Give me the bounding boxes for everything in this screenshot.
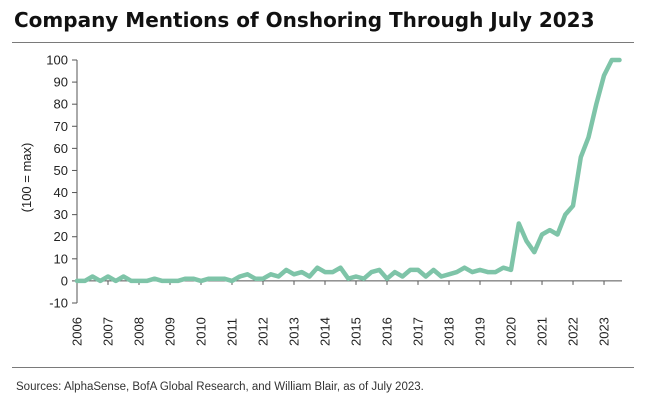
x-tick-label: 2011 — [225, 318, 240, 346]
source-note: Sources: AlphaSense, BofA Global Researc… — [16, 381, 424, 393]
y-tick-label: 10 — [54, 251, 68, 266]
y-axis-ticks: -10 0 10 20 30 40 50 60 70 80 90 100 — [46, 53, 77, 311]
x-tick-label: 2021 — [535, 317, 550, 346]
x-tick-label: 2020 — [504, 317, 519, 346]
y-tick-label: 90 — [54, 75, 68, 90]
x-tick-label: 2015 — [349, 317, 364, 346]
series-line-0 — [74, 57, 622, 284]
y-axis-label: (100 = max) — [19, 143, 34, 213]
x-tick-label: 2009 — [163, 317, 178, 346]
y-tick-label: -10 — [49, 296, 68, 311]
x-tick-label: 2023 — [597, 317, 612, 346]
y-tick-label: 30 — [54, 207, 68, 222]
y-tick-label: 20 — [54, 229, 68, 244]
x-tick-label: 2006 — [70, 317, 85, 346]
y-tick-label: 40 — [54, 185, 68, 200]
y-tick-label: 80 — [54, 97, 68, 112]
y-tick-label: 100 — [46, 53, 68, 68]
series-group — [74, 57, 622, 284]
page-title: Company Mentions of Onshoring Through Ju… — [14, 8, 595, 32]
x-axis-ticks: 2006 2007 2008 2009 2010 2011 2012 2013 2014 2015… — [70, 280, 612, 346]
x-tick-label: 2017 — [411, 317, 426, 346]
title-divider — [12, 42, 634, 43]
y-tick-label: 60 — [54, 141, 68, 156]
x-tick-label: 2010 — [194, 317, 209, 346]
x-tick-label: 2007 — [101, 317, 116, 346]
x-tick-label: 2008 — [132, 317, 147, 346]
y-tick-label: 50 — [54, 163, 68, 178]
x-tick-label: 2019 — [473, 317, 488, 346]
x-tick-label: 2014 — [318, 317, 333, 346]
y-tick-label: 0 — [61, 273, 68, 288]
x-tick-label: 2016 — [380, 317, 395, 346]
y-tick-label: 70 — [54, 119, 68, 134]
x-tick-label: 2022 — [566, 317, 581, 346]
x-tick-label: 2012 — [256, 317, 271, 346]
x-tick-label: 2018 — [442, 317, 457, 346]
footer-divider — [12, 367, 634, 368]
x-tick-label: 2013 — [287, 317, 302, 346]
